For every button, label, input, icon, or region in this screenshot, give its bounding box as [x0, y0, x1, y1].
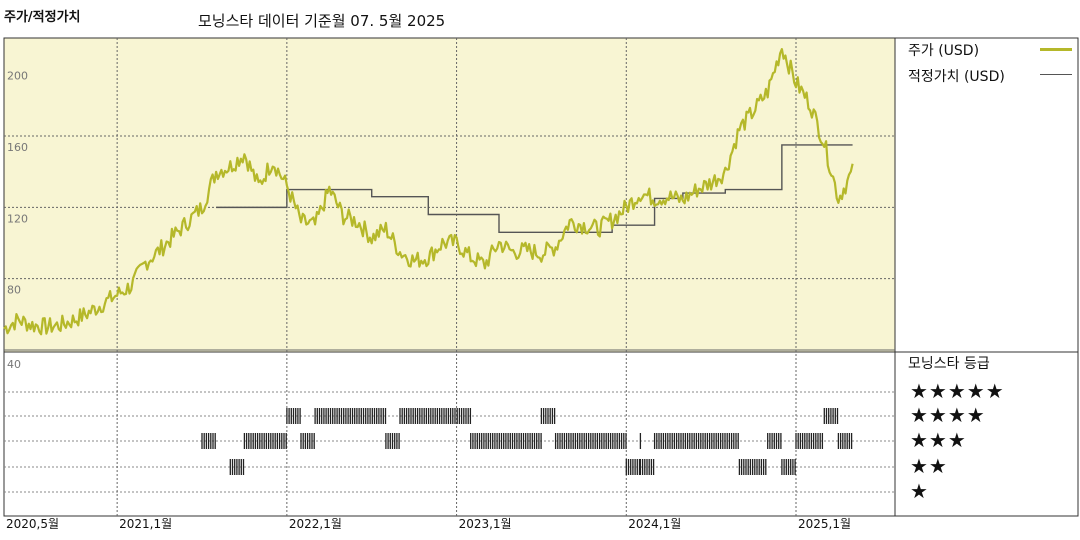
- rating-bar-4-star: [286, 408, 301, 424]
- rating-bar-4-star: [399, 408, 472, 424]
- x-tick-label: 2021,1월: [119, 517, 172, 531]
- rating-bar-3-star: [767, 433, 782, 449]
- rating-bar-3-star: [385, 433, 400, 449]
- legend-price-swatch: [1040, 48, 1072, 51]
- y-tick-label: 40: [7, 358, 21, 371]
- rating-bar-3-star: [795, 433, 824, 449]
- legend-fair-swatch: [1040, 74, 1072, 75]
- rating-bar-3-star: [554, 433, 627, 449]
- y-tick-label: 80: [7, 284, 21, 297]
- chart-subtitle: 모닝스타 데이터 기준월 07. 5월 2025: [198, 12, 446, 30]
- x-tick-label: 2025,1월: [798, 517, 851, 531]
- rating-bar-3-star: [837, 433, 853, 449]
- rating-bar-2-star: [639, 459, 655, 475]
- rating-bar-2-star: [229, 459, 245, 475]
- x-tick-label: 2023,1월: [459, 517, 512, 531]
- x-tick-label: 2024,1월: [628, 517, 681, 531]
- x-tick-label: 2022,1월: [289, 517, 342, 531]
- rating-bar-4-star: [314, 408, 387, 424]
- y-tick-label: 200: [7, 70, 28, 83]
- rating-bar-3-star: [201, 433, 216, 449]
- rating-bar-4-star: [823, 408, 839, 424]
- star-row-2: ★★: [910, 454, 948, 478]
- chart-title: 주가/적정가치: [4, 10, 81, 25]
- rating-bar-4-star: [540, 408, 556, 424]
- star-row-5: ★★★★★: [910, 379, 1005, 403]
- plot-background: [4, 38, 895, 352]
- x-tick-label: 2020,5월: [6, 517, 59, 531]
- rating-bar-2-star: [625, 459, 641, 475]
- rating-bar-3-star: [243, 433, 287, 449]
- legend-price-label: 주가 (USD): [908, 43, 980, 59]
- star-row-4: ★★★★: [910, 403, 986, 427]
- rating-bar-3-star: [470, 433, 542, 449]
- y-tick-label: 160: [7, 141, 28, 154]
- rating-bar-2-star: [738, 459, 767, 475]
- star-row-3: ★★★: [910, 428, 967, 452]
- rating-bar-3-star: [300, 433, 315, 449]
- legend-fair-label: 적정가치 (USD): [908, 69, 1005, 85]
- star-rating-title: 모닝스타 등급: [908, 356, 990, 372]
- y-tick-label: 120: [7, 212, 28, 225]
- price-line: [3, 48, 854, 336]
- chart-frame: [3, 37, 1079, 517]
- rating-bar-2-star: [781, 459, 796, 475]
- rating-bar-3-star: [653, 433, 739, 449]
- star-row-1: ★: [910, 479, 929, 503]
